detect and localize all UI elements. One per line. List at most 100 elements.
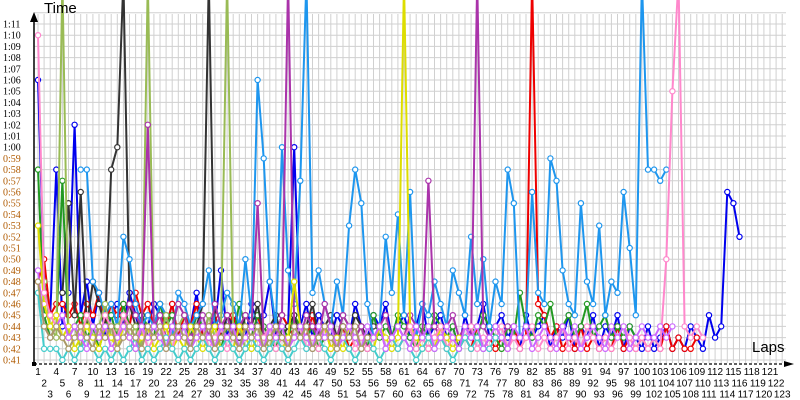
y-tick-label: 1:09 — [3, 42, 21, 53]
data-point — [364, 300, 371, 308]
data-point — [455, 289, 463, 296]
data-point — [83, 345, 91, 352]
data-point — [449, 267, 456, 274]
data-point — [425, 312, 432, 319]
y-tick-labels: 0:410:420:430:440:450:460:470:480:490:50… — [3, 20, 21, 367]
data-point — [217, 323, 225, 330]
x-tick-label: 86 — [551, 378, 563, 389]
data-point — [205, 267, 212, 274]
x-axis-arrow-icon — [784, 361, 794, 367]
x-tick-label: 98 — [624, 378, 636, 389]
data-point — [681, 345, 688, 352]
data-point — [132, 312, 139, 319]
y-tick-label: 0:41 — [3, 356, 21, 367]
data-point — [40, 323, 48, 330]
data-point — [352, 166, 359, 173]
data-point — [596, 345, 603, 352]
data-point — [388, 289, 395, 296]
x-tick-label: 82 — [527, 367, 539, 378]
data-point — [229, 345, 237, 352]
data-point — [193, 300, 200, 308]
x-tick-label: 51 — [337, 390, 349, 400]
data-point — [474, 345, 481, 352]
data-point — [199, 300, 206, 308]
data-point — [650, 345, 658, 352]
data-point — [47, 323, 54, 330]
data-point — [376, 323, 383, 330]
x-tick-label: 106 — [670, 367, 687, 378]
x-tick-label: 40 — [270, 367, 282, 378]
x-tick-label: 58 — [380, 367, 392, 378]
data-point — [583, 278, 591, 285]
data-point — [53, 323, 60, 330]
data-point — [498, 345, 505, 352]
data-point — [278, 312, 286, 319]
data-point — [291, 323, 298, 330]
x-tick-label: 38 — [258, 378, 270, 389]
x-tick-label: 93 — [594, 390, 606, 400]
data-point — [65, 345, 72, 352]
x-tick-label: 12 — [100, 390, 112, 400]
data-point — [297, 323, 304, 330]
data-point — [687, 345, 694, 352]
data-point — [297, 177, 304, 184]
data-point — [486, 345, 493, 352]
data-point — [175, 334, 182, 341]
data-point — [467, 334, 475, 341]
data-point — [59, 312, 66, 319]
data-point — [449, 356, 456, 364]
x-tick-label: 8 — [78, 378, 84, 389]
data-point — [53, 334, 60, 341]
data-point — [327, 323, 334, 330]
x-tick-label: 83 — [533, 378, 545, 389]
data-point — [504, 345, 511, 352]
x-tick-label: 111 — [701, 390, 717, 400]
x-tick-label: 41 — [276, 378, 288, 389]
data-point — [162, 323, 170, 330]
data-point — [278, 345, 286, 352]
data-point — [425, 177, 432, 184]
data-point — [376, 356, 383, 364]
data-point — [260, 356, 267, 364]
data-point — [577, 199, 585, 207]
data-point — [126, 334, 133, 341]
data-point — [229, 323, 237, 330]
x-tick-label: 13 — [106, 367, 118, 378]
x-tick-label: 14 — [112, 378, 124, 389]
data-point — [535, 334, 542, 341]
data-point — [437, 300, 444, 308]
x-tick-label: 81 — [520, 390, 532, 400]
data-point — [205, 312, 212, 319]
data-point — [95, 289, 103, 296]
data-point — [248, 334, 255, 341]
data-point — [333, 312, 341, 319]
data-point — [419, 334, 426, 341]
data-point — [589, 300, 597, 308]
data-point — [181, 345, 188, 352]
data-point — [266, 278, 273, 285]
data-point — [699, 345, 707, 352]
data-point — [309, 300, 316, 308]
data-point — [53, 345, 60, 352]
data-point — [187, 345, 194, 352]
x-tick-label: 52 — [344, 367, 356, 378]
data-point — [626, 345, 633, 352]
data-point — [138, 323, 145, 330]
data-point — [156, 300, 164, 308]
data-point — [236, 345, 243, 352]
data-point — [303, 345, 310, 352]
x-tick-label: 42 — [283, 390, 295, 400]
data-point — [101, 323, 109, 330]
x-tick-label: 57 — [374, 390, 386, 400]
x-tick-label: 91 — [581, 367, 593, 378]
y-tick-label: 1:11 — [3, 20, 20, 31]
x-tick-label: 1 — [35, 367, 41, 378]
data-point — [34, 222, 42, 229]
x-tick-label: 3 — [47, 390, 53, 400]
data-point — [657, 345, 664, 352]
x-tick-label: 50 — [331, 378, 343, 389]
data-point — [437, 323, 444, 330]
data-point — [516, 334, 524, 341]
data-point — [199, 334, 206, 341]
x-tick-label: 118 — [744, 367, 760, 378]
